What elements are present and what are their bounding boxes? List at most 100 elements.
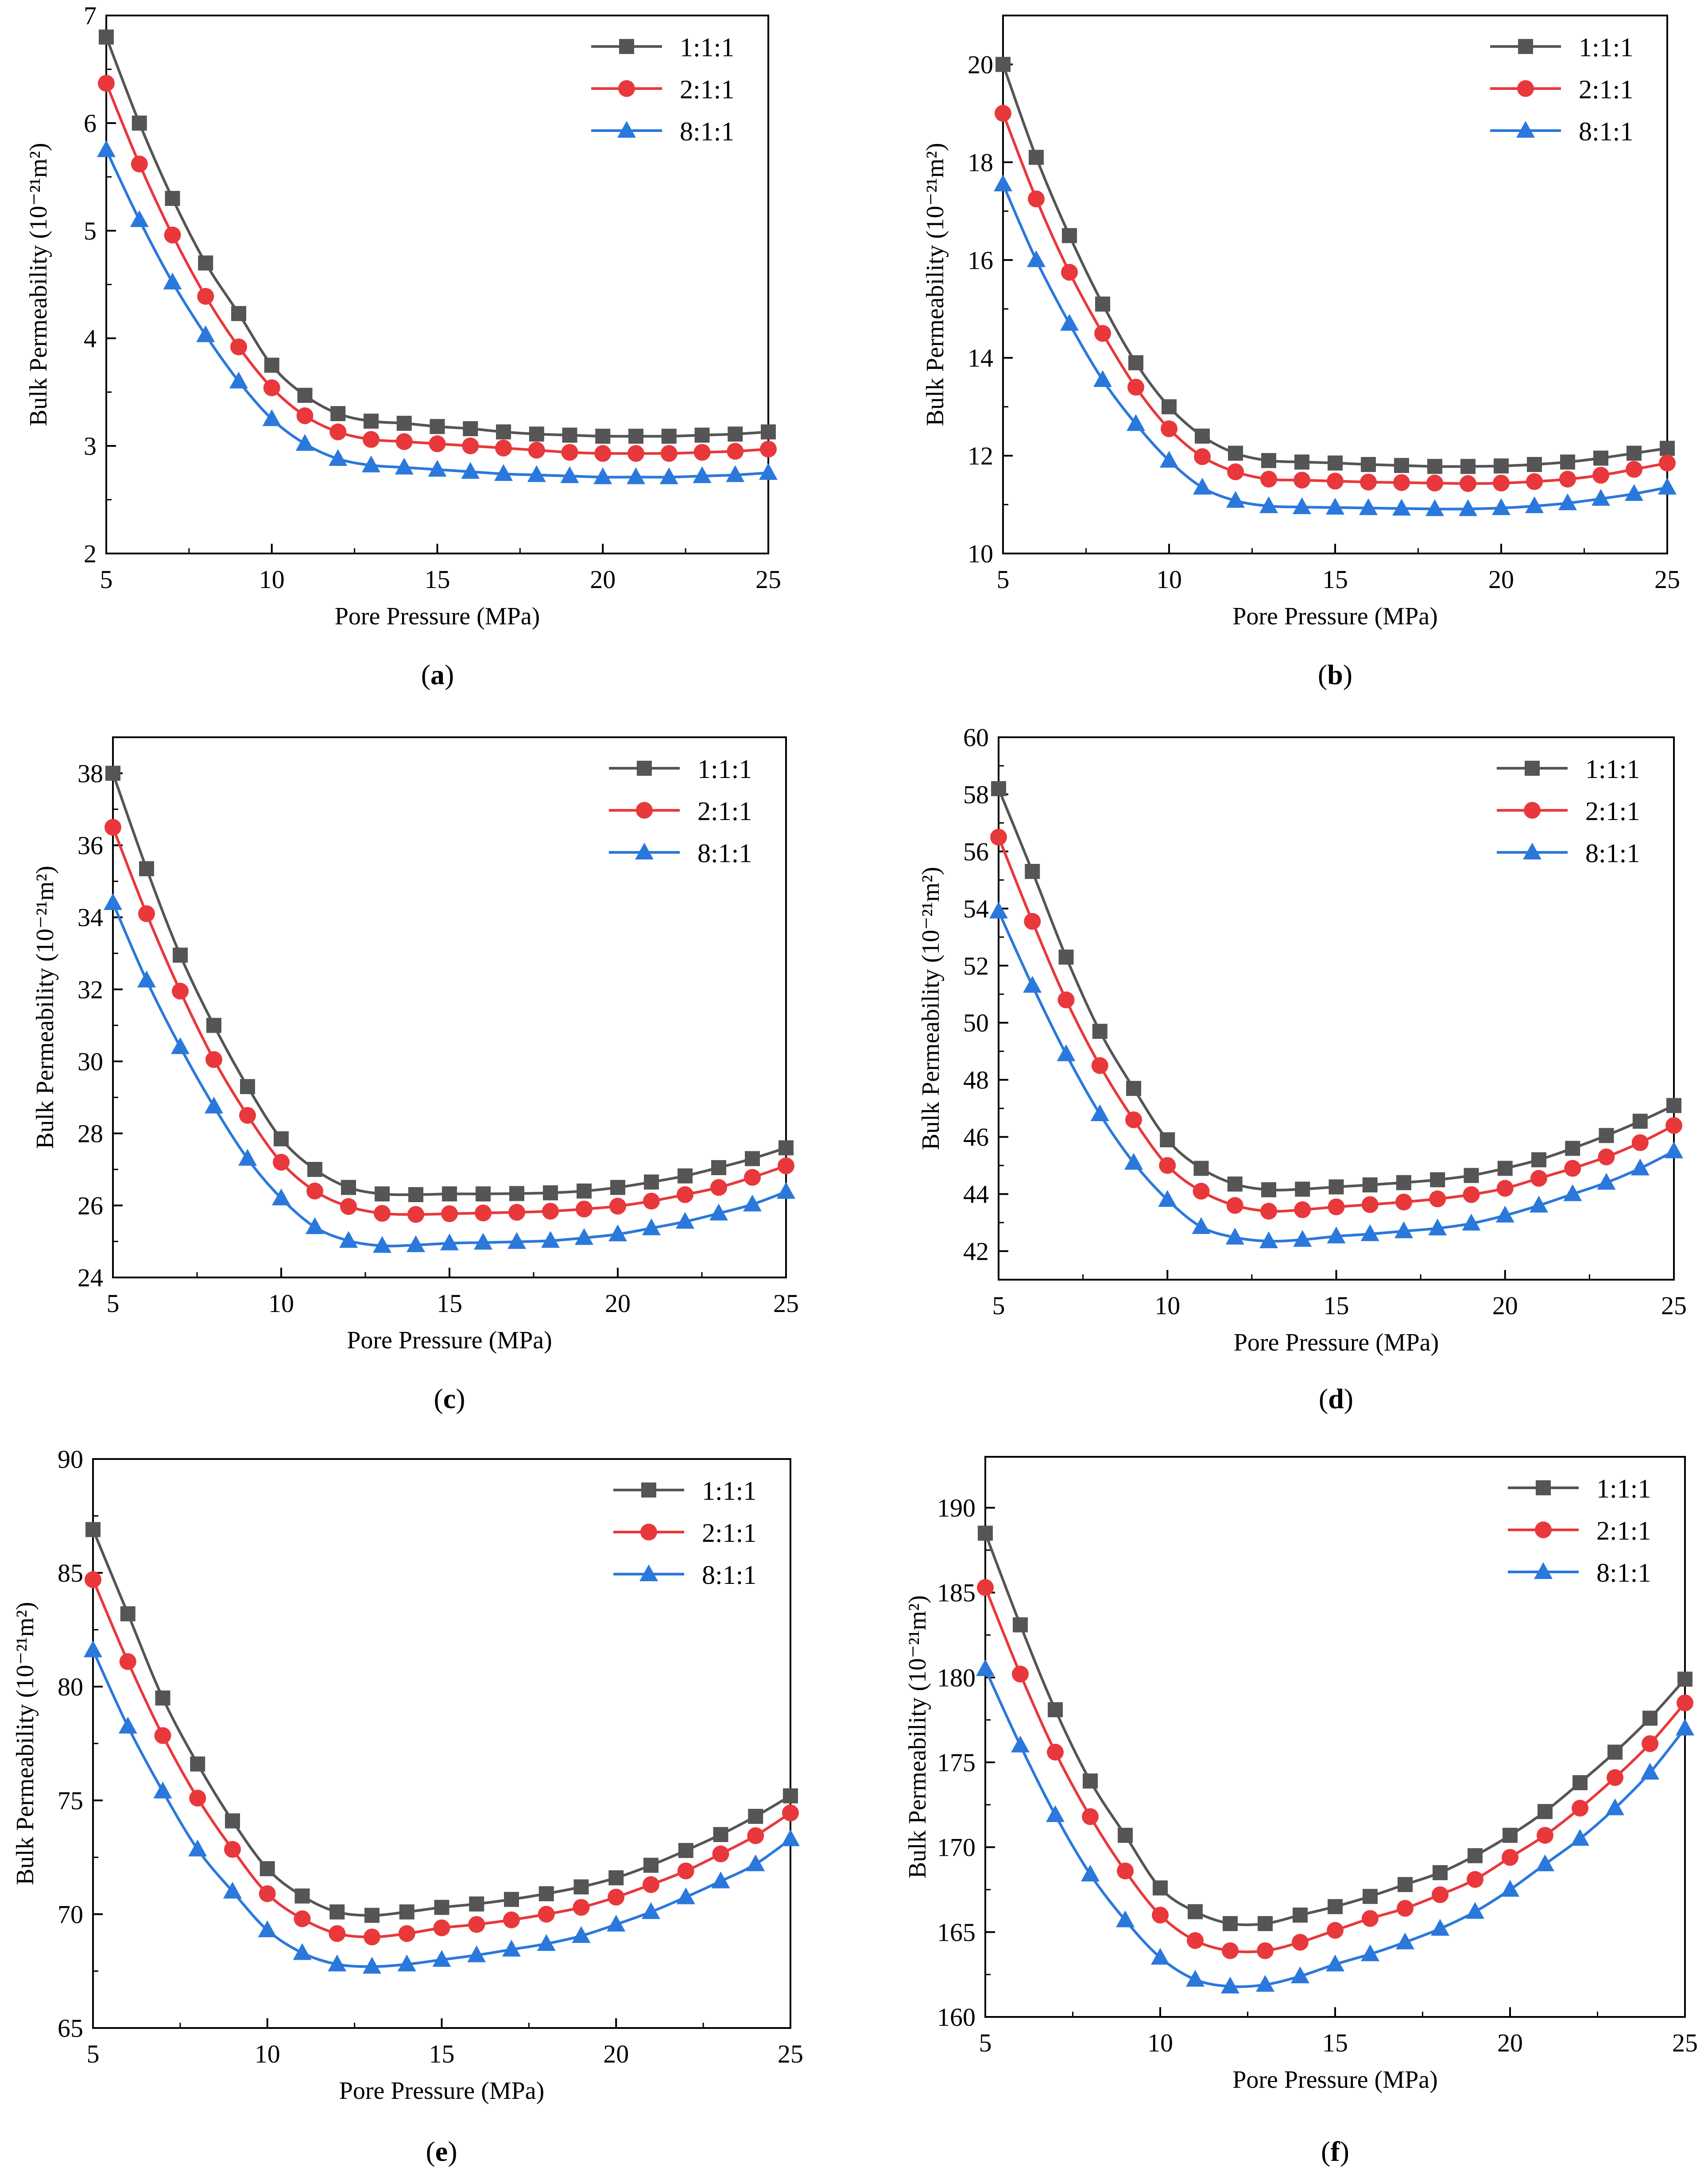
y-tick-label: 75 bbox=[58, 1786, 83, 1815]
data-point bbox=[1025, 864, 1040, 879]
data-point bbox=[561, 444, 578, 461]
data-point bbox=[1572, 1800, 1588, 1817]
x-tick-label: 20 bbox=[603, 2040, 629, 2068]
data-point bbox=[782, 1804, 799, 1822]
y-tick-label: 56 bbox=[963, 837, 989, 866]
data-point bbox=[495, 439, 512, 457]
legend-label: 2:1:1 bbox=[702, 1518, 756, 1548]
data-point bbox=[1460, 459, 1476, 474]
data-point bbox=[607, 1915, 626, 1932]
data-point bbox=[1360, 473, 1377, 491]
data-point bbox=[164, 226, 181, 244]
data-point bbox=[163, 272, 182, 290]
data-point bbox=[1677, 1694, 1693, 1711]
data-point bbox=[272, 1188, 290, 1206]
data-point bbox=[1194, 448, 1211, 465]
data-point bbox=[97, 140, 116, 157]
x-tick-label: 25 bbox=[778, 2040, 803, 2068]
data-point bbox=[1259, 1231, 1278, 1248]
x-axis-title: Pore Pressure (MPa) bbox=[1232, 2066, 1437, 2094]
data-point bbox=[429, 435, 446, 453]
data-point bbox=[783, 1788, 798, 1804]
data-point bbox=[341, 1180, 356, 1195]
data-point bbox=[430, 419, 445, 434]
data-point bbox=[196, 325, 215, 342]
data-point bbox=[710, 1179, 727, 1196]
data-point bbox=[1188, 1904, 1203, 1920]
data-point bbox=[609, 1197, 626, 1215]
x-tick-label: 20 bbox=[1497, 2028, 1523, 2057]
series-line-8-1-1 bbox=[984, 1668, 1686, 1988]
data-point bbox=[1598, 1148, 1615, 1165]
chart-panel-f: 5 10 15 20 25 160 165 170 175 180 185 190 Pore Press… bbox=[904, 1456, 1698, 2167]
legend-label: 8:1:1 bbox=[1596, 1558, 1651, 1587]
data-point bbox=[538, 1886, 554, 1901]
data-point bbox=[239, 1107, 256, 1124]
data-point bbox=[1118, 1827, 1133, 1843]
data-point bbox=[576, 1200, 593, 1218]
x-axis-title: Pore Pressure (MPa) bbox=[347, 1327, 552, 1354]
data-point bbox=[1257, 1942, 1274, 1959]
y-tick-label: 28 bbox=[77, 1119, 103, 1148]
data-point bbox=[1558, 493, 1577, 511]
x-tick-label: 15 bbox=[1322, 565, 1348, 594]
data-point bbox=[1592, 467, 1609, 484]
data-point bbox=[494, 464, 513, 481]
legend-label: 1:1:1 bbox=[1579, 33, 1633, 62]
y-tick-label: 170 bbox=[937, 1833, 976, 1862]
data-point bbox=[375, 1186, 390, 1202]
data-point bbox=[198, 255, 213, 271]
data-point bbox=[1081, 1865, 1100, 1881]
x-tick-label: 15 bbox=[1324, 1291, 1349, 1320]
x-tick-label: 5 bbox=[979, 2028, 992, 2057]
panel-label: (b) bbox=[1318, 659, 1352, 690]
data-point bbox=[205, 1096, 223, 1114]
data-point bbox=[1291, 1966, 1309, 1983]
data-point bbox=[1396, 1175, 1411, 1190]
data-point bbox=[1429, 1190, 1446, 1208]
data-point bbox=[1426, 474, 1443, 492]
data-point bbox=[1061, 263, 1078, 281]
x-tick-label: 15 bbox=[429, 2040, 455, 2068]
data-point bbox=[1295, 1181, 1310, 1197]
y-tick-label: 70 bbox=[58, 1900, 83, 1929]
legend-marker bbox=[1524, 802, 1541, 819]
data-point bbox=[1665, 1117, 1682, 1134]
data-point bbox=[1463, 1186, 1480, 1203]
panel-label: (d) bbox=[1319, 1383, 1353, 1414]
y-tick-label: 16 bbox=[968, 246, 993, 275]
data-point bbox=[608, 1224, 627, 1242]
data-point bbox=[1627, 445, 1642, 461]
data-point bbox=[467, 1945, 486, 1962]
data-point bbox=[1227, 1177, 1243, 1192]
data-point bbox=[1466, 1902, 1484, 1919]
data-point bbox=[509, 1186, 524, 1201]
data-point bbox=[1641, 1763, 1659, 1780]
data-point bbox=[1362, 1910, 1379, 1927]
legend-label: 2:1:1 bbox=[1579, 75, 1633, 104]
data-point bbox=[130, 210, 149, 227]
data-point bbox=[746, 1854, 765, 1871]
x-tick-label: 20 bbox=[1492, 1291, 1518, 1320]
data-point bbox=[1328, 1198, 1345, 1215]
y-tick-label: 7 bbox=[84, 1, 97, 30]
data-point bbox=[537, 1934, 556, 1951]
data-point bbox=[1160, 451, 1178, 468]
data-point bbox=[1124, 1153, 1143, 1170]
data-point bbox=[760, 441, 777, 458]
data-point bbox=[1631, 1134, 1649, 1151]
data-point bbox=[1058, 949, 1074, 965]
legend-marker bbox=[636, 802, 653, 819]
data-point bbox=[1293, 497, 1311, 515]
data-point bbox=[1395, 1193, 1412, 1211]
y-tick-label: 26 bbox=[77, 1191, 103, 1220]
legend-label: 1:1:1 bbox=[1585, 755, 1640, 784]
data-point bbox=[397, 1955, 416, 1972]
y-tick-label: 42 bbox=[963, 1237, 989, 1266]
data-point bbox=[330, 406, 346, 422]
data-point bbox=[1011, 1735, 1030, 1753]
x-tick-label: 20 bbox=[590, 565, 616, 594]
panel-label: (e) bbox=[426, 2136, 457, 2167]
y-tick-label: 180 bbox=[937, 1663, 976, 1692]
data-point bbox=[777, 1182, 795, 1199]
